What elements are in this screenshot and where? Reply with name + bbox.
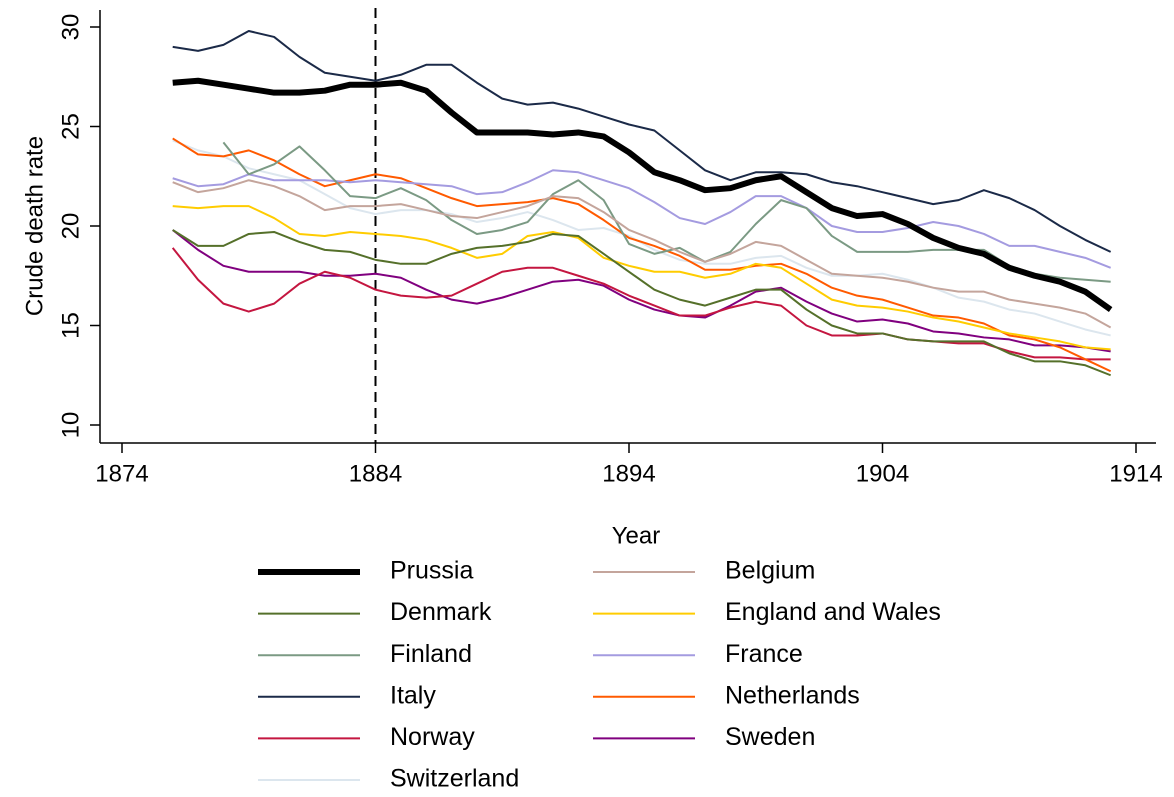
series-line [172,29,1112,253]
series-line [172,205,1111,351]
series-line [172,77,1113,313]
series-line [171,247,1111,361]
x-tick-label: 1874 [95,460,148,487]
y-axis-label: Crude death rate [21,136,48,316]
legend-label: England and Wales [725,598,941,626]
x-tick-label: 1904 [856,460,909,487]
series-line [222,141,1111,283]
series-line [172,169,1112,269]
y-tick-label: 25 [57,113,84,140]
series-line [172,229,1112,377]
legend-label: Denmark [390,598,492,626]
series-line [172,229,1111,353]
x-axis-label: Year [612,522,661,549]
legend-label: Italy [390,681,436,709]
series-line [172,179,1112,329]
x-tick-label: 1884 [349,460,402,487]
y-tick-label: 30 [57,14,84,41]
y-tick-label: 10 [57,412,84,439]
legend-label: Belgium [725,557,815,585]
x-tick-label: 1894 [602,460,655,487]
series-line [172,137,1112,373]
x-tick-label: 1914 [1109,460,1162,487]
legend-label: Finland [390,640,472,668]
y-tick-label: 15 [57,312,84,339]
legend-label: Netherlands [725,681,860,709]
y-tick-label: 20 [57,213,84,240]
series-line [172,139,1111,337]
legend-label: Switzerland [390,765,519,793]
legend-label: Sweden [725,723,815,751]
legend-label: Norway [390,723,475,751]
legend-label: Prussia [390,557,473,585]
legend-label: France [725,640,803,668]
